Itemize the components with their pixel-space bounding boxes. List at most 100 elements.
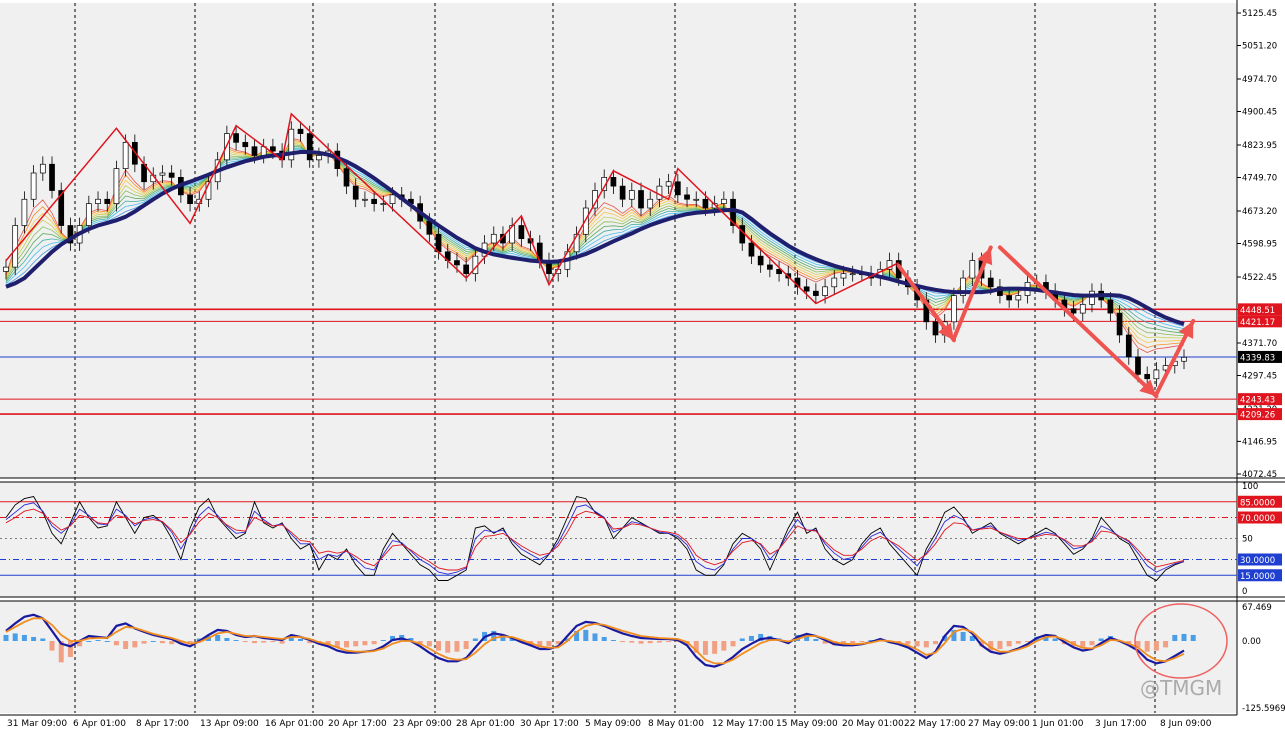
candle-body	[1116, 312, 1123, 336]
macd-macd_line	[5, 613, 1185, 668]
macd-histogram-bar	[371, 641, 377, 645]
y-tick-label: 0.00	[1242, 637, 1261, 647]
macd-signal_line	[5, 617, 1185, 665]
macd-histogram-bar	[1144, 641, 1150, 652]
macd-histogram-bar	[224, 637, 230, 641]
macd-histogram-bar	[77, 641, 83, 647]
macd-histogram-bar	[353, 641, 359, 647]
oscillator-level-tag	[1238, 511, 1282, 524]
y-tick-label: 4823.95	[1242, 141, 1277, 151]
macd-histogram-bar	[270, 641, 276, 643]
macd-histogram-bar	[739, 638, 745, 641]
candle-body	[767, 264, 773, 270]
candle-body	[628, 190, 635, 200]
candle-body	[849, 273, 856, 276]
ema-ribbon-line	[5, 141, 1185, 344]
highlight-circle	[1134, 603, 1228, 679]
macd-histogram-bar	[445, 641, 451, 653]
macd-histogram-bar	[150, 641, 156, 642]
macd-histogram-bar	[31, 636, 37, 641]
trend-arrow	[997, 245, 1159, 399]
candle-body	[886, 260, 893, 270]
oscillator-level-label: 15.0000	[1240, 572, 1275, 582]
candle-body	[1144, 374, 1151, 380]
candle-body	[693, 198, 700, 201]
candle-body	[233, 133, 239, 143]
candle-body	[85, 203, 92, 226]
candle-body	[960, 277, 966, 296]
trend-arrow-head	[1139, 379, 1157, 397]
oscillator-line-main	[5, 495, 1185, 582]
macd-histogram-bar	[426, 641, 432, 647]
candle-body	[316, 155, 322, 161]
price-level-tag	[1238, 393, 1282, 406]
macd-histogram-bar	[288, 637, 294, 641]
price-level-label: 4339.83	[1240, 353, 1275, 363]
macd-histogram-bar	[509, 638, 515, 641]
macd-histogram-bar	[344, 641, 350, 648]
candle-body	[270, 146, 276, 152]
oscillator-level-label: 30.0000	[1240, 556, 1275, 566]
macd-histogram-bar	[49, 641, 55, 651]
candle-body	[297, 128, 304, 134]
macd-histogram-bar	[86, 641, 92, 642]
candle-body	[1107, 299, 1114, 314]
candle-body	[969, 260, 976, 279]
candle-body	[1079, 303, 1086, 314]
x-tick-label: 28 Apr 01:00	[456, 719, 515, 729]
macd-histogram-bar	[436, 641, 442, 651]
macd-histogram-bar	[933, 641, 939, 645]
candle-body	[3, 266, 9, 272]
candle-body	[932, 321, 939, 336]
macd-histogram-bar	[1089, 641, 1095, 646]
candle-body	[573, 233, 580, 253]
macd-histogram-bar	[537, 641, 543, 648]
candle-body	[656, 185, 663, 200]
macd-histogram-bar	[1098, 638, 1104, 641]
macd-histogram-bar	[380, 639, 386, 641]
macd-histogram-bar	[325, 641, 331, 646]
candle-body	[380, 203, 387, 205]
macd-histogram-bar	[104, 641, 110, 642]
oscillator-level-tag	[1238, 569, 1282, 582]
candle-body	[813, 290, 819, 296]
price-level-label: 4421.17	[1240, 318, 1275, 328]
macd-histogram-bar	[629, 641, 635, 643]
candle-body	[306, 133, 313, 161]
macd-histogram-bar	[748, 635, 754, 641]
y-tick-label: 4598.95	[1242, 240, 1277, 250]
x-tick-label: 23 Apr 09:00	[393, 719, 452, 729]
macd-histogram-bar	[251, 641, 257, 644]
x-tick-label: 30 Apr 17:00	[520, 719, 579, 729]
macd-histogram-bar	[178, 641, 184, 644]
watermark: @TMGM	[1140, 676, 1222, 700]
ema-ribbon-line	[5, 144, 1185, 337]
trend-arrow-head	[977, 247, 993, 266]
macd-histogram-bar	[583, 629, 589, 641]
x-tick-label: 8 Jun 09:00	[1160, 719, 1212, 729]
macd-histogram-bar	[1052, 638, 1058, 641]
candle-body	[95, 198, 101, 204]
oscillator-panel	[0, 482, 1237, 597]
macd-histogram-bar	[307, 641, 313, 644]
candle-body	[343, 168, 350, 187]
macd-histogram-bar	[40, 638, 46, 641]
macd-histogram-bar	[1135, 641, 1141, 648]
macd-histogram-bar	[647, 641, 653, 644]
y-tick-label: 50	[1242, 535, 1253, 545]
oscillator-level-label: 85.0000	[1240, 498, 1275, 508]
macd-histogram-bar	[500, 634, 506, 641]
candle-body	[831, 277, 838, 288]
x-tick-label: 20 May 01:00	[842, 719, 904, 729]
macd-histogram-bar	[408, 637, 414, 641]
candle-body	[30, 172, 37, 200]
macd-histogram-bar	[242, 641, 248, 643]
candle-body	[1135, 356, 1141, 375]
macd-histogram-bar	[1015, 641, 1021, 644]
y-tick-label: 4974.70	[1242, 75, 1277, 85]
macd-histogram-bar	[187, 641, 193, 643]
y-tick-label: 4371.70	[1242, 339, 1277, 349]
candle-body	[58, 190, 65, 226]
candle-body	[288, 128, 295, 161]
